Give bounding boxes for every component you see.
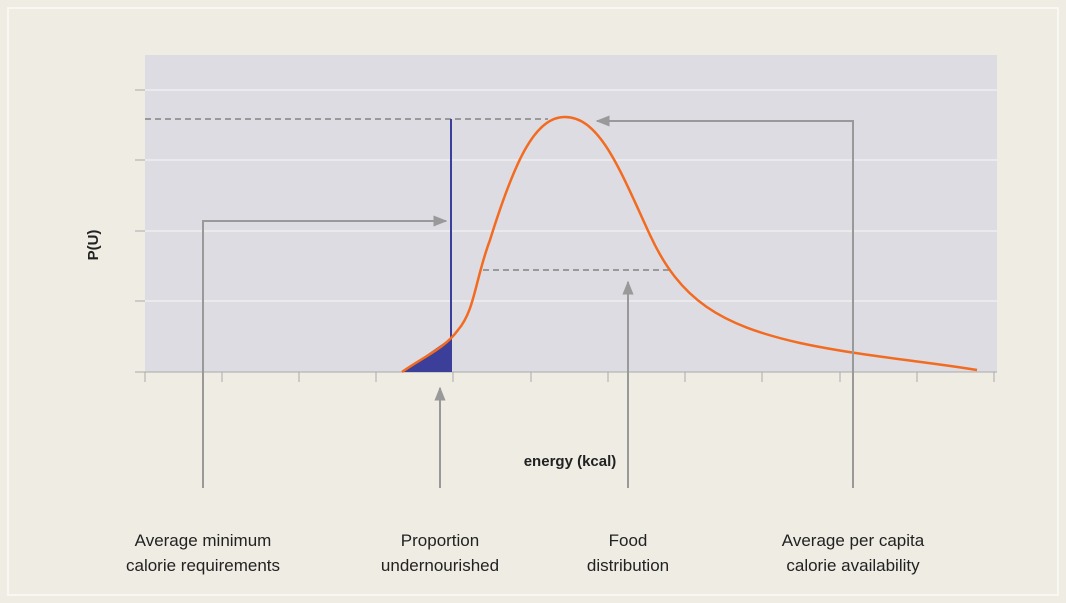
plot-area — [145, 55, 997, 372]
annotation-label: Food — [609, 531, 648, 550]
annotation-label: calorie requirements — [126, 556, 280, 575]
y-axis-label: P(U) — [85, 230, 102, 261]
annotation-label: Average minimum — [135, 531, 272, 550]
arrows — [202, 115, 854, 488]
annotation-label: Average per capita — [782, 531, 925, 550]
annotation-label: Proportion — [401, 531, 479, 550]
dashed-lines — [145, 118, 670, 271]
x-axis-label: energy (kcal) — [524, 453, 617, 470]
annotation-label: calorie availability — [786, 556, 920, 575]
annotations: Average minimum calorie requirements Propo… — [126, 531, 925, 575]
annotation-label: distribution — [587, 556, 669, 575]
frame — [7, 7, 1059, 596]
annotation-label: undernourished — [381, 556, 499, 575]
grid — [145, 89, 997, 302]
axes — [135, 89, 997, 382]
distribution-curve — [401, 115, 978, 374]
